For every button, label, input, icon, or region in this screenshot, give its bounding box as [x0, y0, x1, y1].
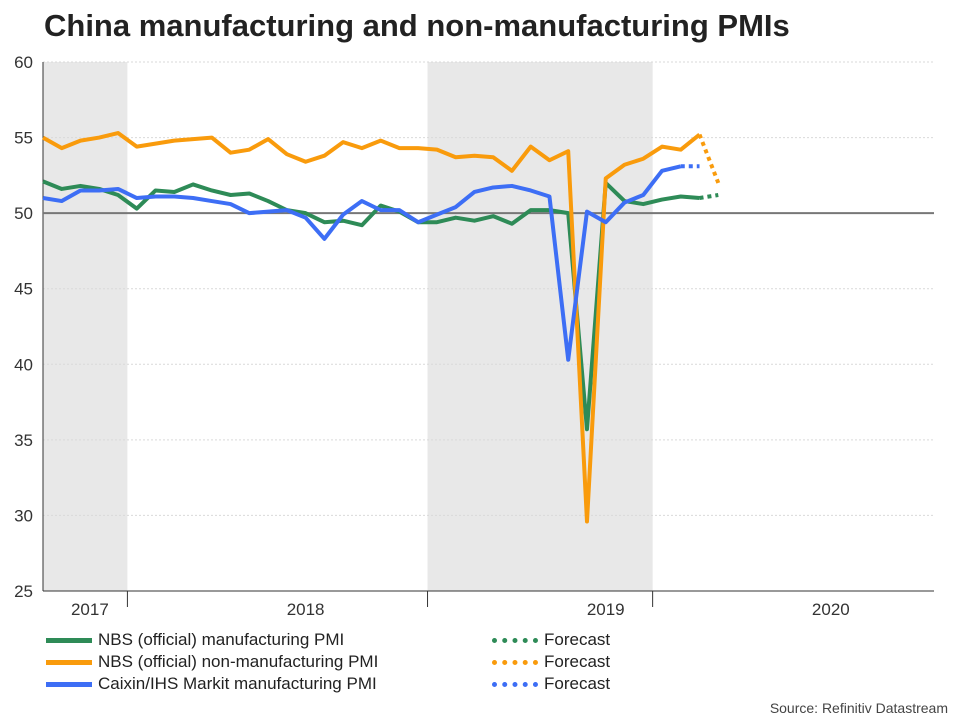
x-year-label: 2019	[587, 600, 625, 619]
y-tick-label: 40	[14, 355, 33, 374]
legend-label: Forecast	[544, 652, 611, 671]
legend-label: Caixin/IHS Markit manufacturing PMI	[98, 674, 377, 693]
y-tick-label: 30	[14, 506, 33, 525]
legend-item-caixin: Caixin/IHS Markit manufacturing PMI	[46, 673, 377, 695]
series-lines	[42, 131, 721, 524]
y-tick-label: 60	[14, 53, 33, 72]
y-tick-label: 35	[14, 431, 33, 450]
legend-label: Forecast	[544, 630, 611, 649]
legend-swatch-orange-dotted	[492, 660, 538, 666]
x-year-label: 2020	[812, 600, 850, 619]
series-line-2	[42, 164, 682, 362]
legend-item-forecast-blue: Forecast	[492, 673, 610, 695]
legend-item-forecast-orange: Forecast	[492, 651, 610, 673]
x-year-label: 2017	[71, 600, 109, 619]
y-tick-label: 50	[14, 204, 33, 223]
legend-swatch-orange	[46, 660, 92, 666]
shaded-year-bands	[43, 62, 653, 591]
shaded-band-2017	[43, 62, 128, 591]
y-tick-label: 25	[14, 582, 33, 601]
legend-item-nbs-non-manufacturing: NBS (official) non-manufacturing PMI	[46, 651, 378, 673]
x-year-label: 2018	[287, 600, 325, 619]
series-line-0	[42, 179, 700, 432]
forecast-line-1	[697, 133, 721, 184]
series-line-1	[42, 131, 701, 524]
legend-label: NBS (official) manufacturing PMI	[98, 630, 345, 649]
legend-label: Forecast	[544, 674, 611, 693]
legend-swatch-green-dotted	[492, 638, 538, 644]
shaded-band-2019	[427, 62, 653, 591]
legend-swatch-blue	[46, 682, 92, 688]
y-tick-label: 55	[14, 129, 33, 148]
legend-label: NBS (official) non-manufacturing PMI	[98, 652, 379, 671]
source-note: Source: Refinitiv Datastream	[769, 700, 948, 716]
legend-swatch-green	[46, 638, 92, 644]
legend-swatch-blue-dotted	[492, 682, 538, 688]
x-year-labels: 2017 2018 2019 2020	[71, 600, 850, 619]
forecast-line-0	[699, 193, 719, 201]
legend-item-nbs-manufacturing: NBS (official) manufacturing PMI	[46, 629, 344, 651]
chart-title: China manufacturing and non-manufacturin…	[44, 8, 790, 43]
y-tick-labels: 25 30 35 40 45 50 55 60	[14, 53, 33, 601]
axes	[42, 62, 934, 607]
legend-item-forecast-green: Forecast	[492, 629, 610, 651]
y-tick-label: 45	[14, 280, 33, 299]
